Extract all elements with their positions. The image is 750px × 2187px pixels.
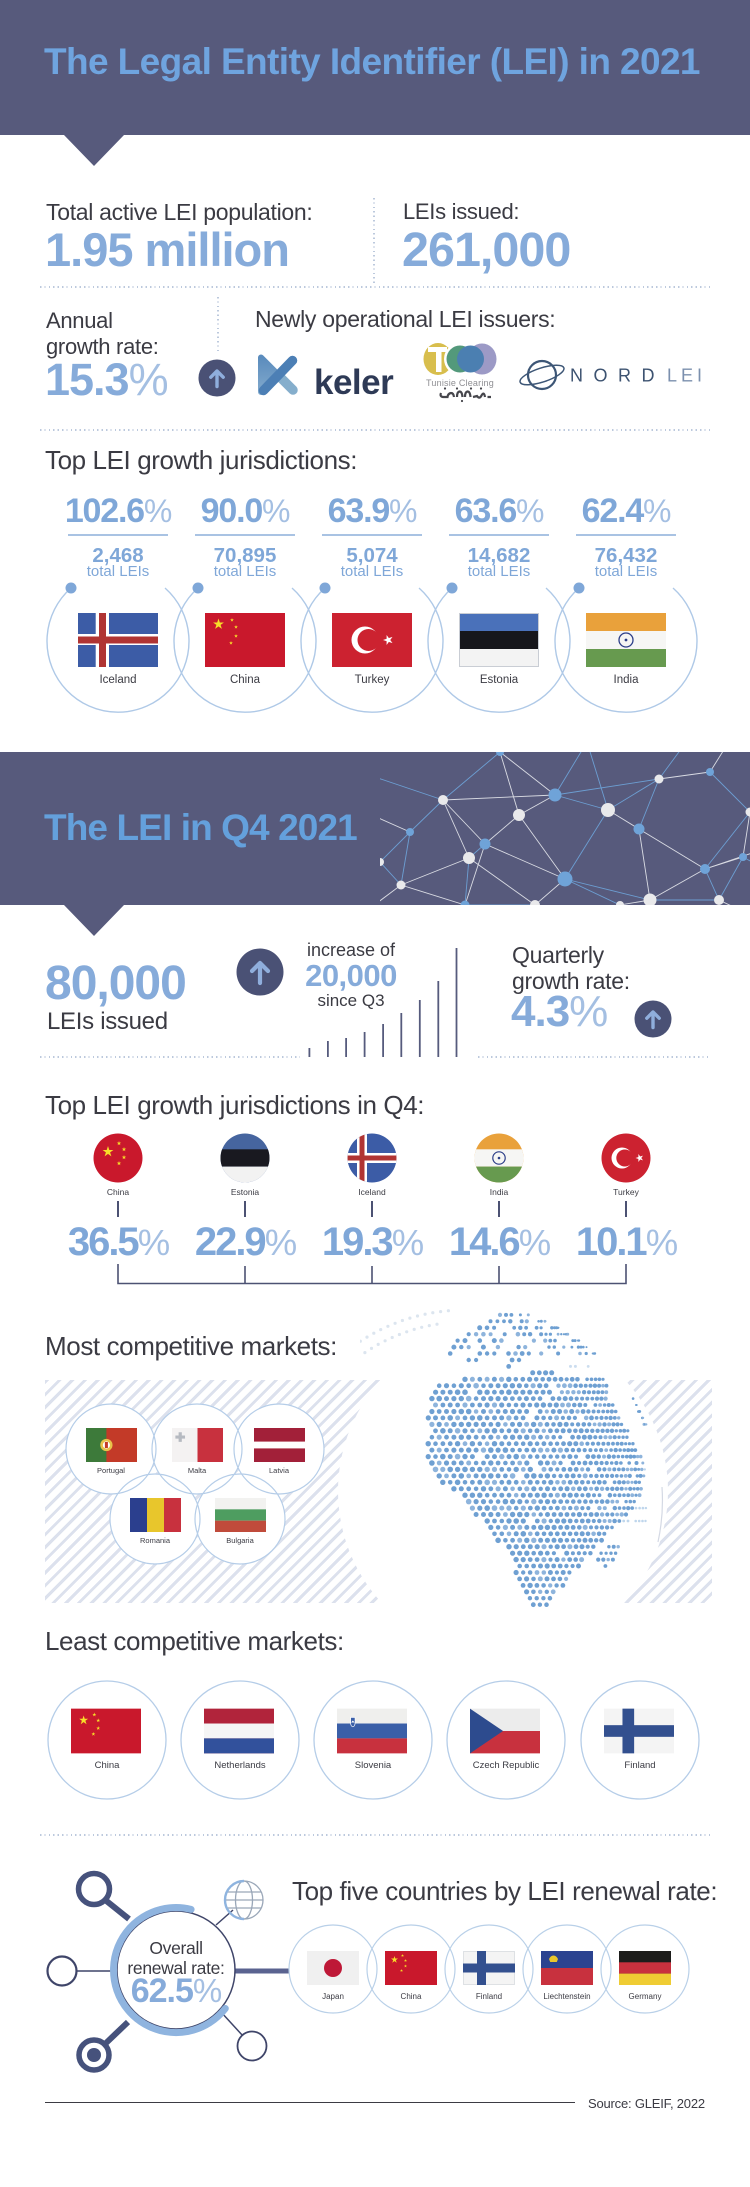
svg-text:Tunisie Clearing: Tunisie Clearing bbox=[426, 378, 494, 388]
svg-text:LEI: LEI bbox=[667, 366, 706, 386]
svg-text:NORD: NORD bbox=[570, 366, 665, 386]
svg-text:keler: keler bbox=[314, 363, 394, 402]
